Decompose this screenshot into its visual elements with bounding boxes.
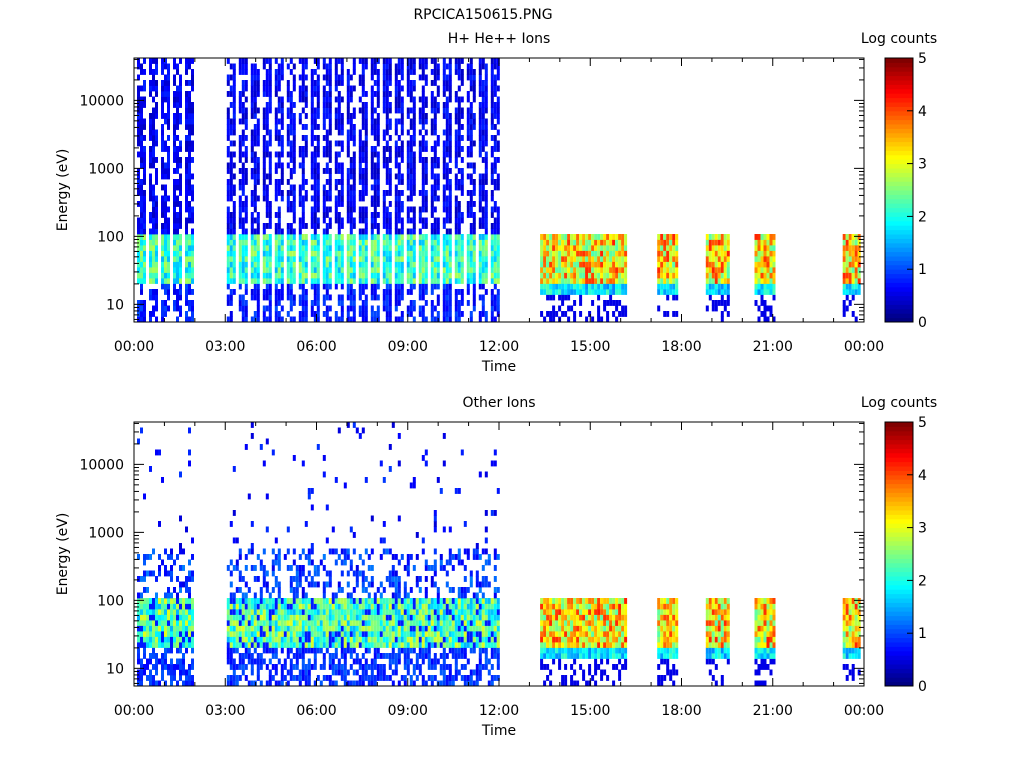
x-tick-label: 21:00	[753, 703, 793, 719]
y-tick-label: 10	[106, 297, 124, 313]
x-tick-label: 09:00	[388, 703, 428, 719]
panel-title: H+ He++ Ions	[448, 31, 551, 47]
colorbar-tick-label: 2	[918, 209, 927, 225]
y-tick-label: 100	[97, 229, 124, 245]
colorbar-tick-label: 5	[918, 51, 927, 67]
x-tick-label: 15:00	[570, 703, 610, 719]
panel-title: Other Ions	[462, 395, 535, 411]
panel-other-ions: Other Ions 00:00 03:00 06:00 09:00 12:00 15:00…	[55, 395, 937, 739]
figure-title: RPCICA150615.PNG	[413, 7, 552, 23]
x-tick-label: 12:00	[479, 339, 519, 355]
y-axis-label: Energy (eV)	[55, 149, 71, 232]
y-tick-label: 100	[97, 593, 124, 609]
x-tick-label: 18:00	[661, 339, 701, 355]
colorbar-tick-label: 1	[918, 626, 927, 642]
colorbar-tick-label: 0	[918, 679, 927, 695]
x-tick-label: 15:00	[570, 339, 610, 355]
x-tick-label: 00:00	[844, 703, 884, 719]
panel-h-he-ions: H+ He++ Ions 00:00 03:00 06:00 09:00 12:00 15:…	[55, 31, 937, 375]
colorbar-tick-label: 4	[918, 104, 927, 120]
x-tick-label: 00:00	[844, 339, 884, 355]
x-tick-label: 21:00	[753, 339, 793, 355]
colorbar-frame	[884, 57, 914, 323]
y-tick-label: 10000	[79, 457, 124, 473]
y-axis-label: Energy (eV)	[55, 513, 71, 596]
colorbar-tick-label: 5	[918, 415, 927, 431]
colorbar-tick-label: 2	[918, 573, 927, 589]
y-tick-label: 1000	[88, 161, 124, 177]
x-axis-label: Time	[481, 359, 516, 375]
x-tick-label: 18:00	[661, 703, 701, 719]
x-tick-label: 00:00	[114, 703, 154, 719]
y-tick-label: 10000	[79, 93, 124, 109]
colorbar	[885, 58, 913, 323]
colorbar-tick-label: 4	[918, 468, 927, 484]
x-tick-label: 06:00	[296, 339, 336, 355]
colorbar-tick-label: 0	[918, 315, 927, 331]
x-tick-label: 00:00	[114, 339, 154, 355]
colorbar	[885, 422, 913, 687]
x-axis-label: Time	[481, 723, 516, 739]
colorbar-tick-label: 1	[918, 262, 927, 278]
spectrogram-cells	[137, 58, 861, 323]
x-tick-label: 03:00	[205, 703, 245, 719]
colorbar-label: Log counts	[861, 31, 937, 47]
spectrogram-cells	[137, 422, 861, 687]
x-tick-label: 12:00	[479, 703, 519, 719]
y-tick-label: 1000	[88, 525, 124, 541]
x-tick-label: 06:00	[296, 703, 336, 719]
colorbar-tick-label: 3	[918, 157, 927, 173]
x-tick-label: 03:00	[205, 339, 245, 355]
colorbar-label: Log counts	[861, 395, 937, 411]
x-tick-label: 09:00	[388, 339, 428, 355]
colorbar-tick-label: 3	[918, 521, 927, 537]
colorbar-frame	[884, 421, 914, 687]
y-tick-label: 10	[106, 661, 124, 677]
